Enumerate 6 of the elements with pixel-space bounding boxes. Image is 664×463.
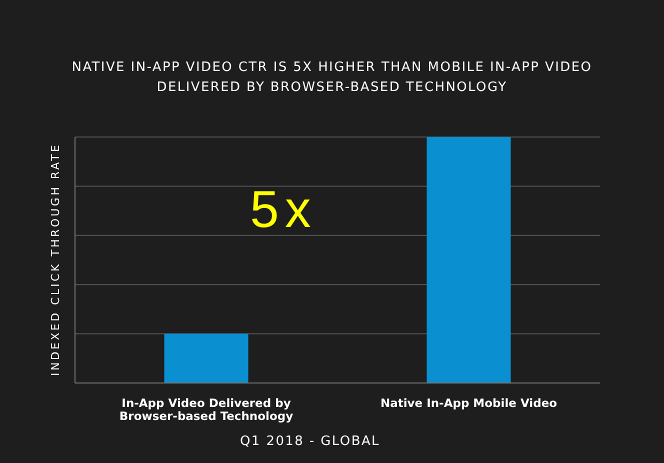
- annotation: 5x: [250, 180, 317, 240]
- x-tick-label: Native In-App Mobile Video: [380, 396, 558, 410]
- x-axis-title: Q1 2018 - GLOBAL: [238, 434, 381, 449]
- x-tick-label: In-App Video Delivered by Browser-based Technology: [119, 396, 294, 424]
- chart-title: NATIVE IN-APP VIDEO CTR IS 5X HIGHER THAN MOBILE IN-APP VIDEO DELIVERED BY BROWSER-BASED TECHNOLOGY: [70, 59, 594, 97]
- y-axis-title: INDEXED CLICK THROUGH RATE: [49, 142, 62, 376]
